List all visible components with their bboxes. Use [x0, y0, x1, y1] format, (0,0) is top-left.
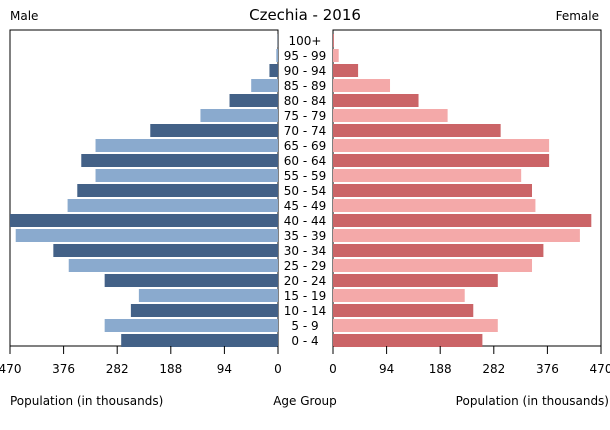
age-group-label: 55 - 59 — [284, 169, 327, 183]
male-label: Male — [10, 9, 38, 23]
male-tick-label: 282 — [106, 362, 129, 376]
male-tick-label: 470 — [0, 362, 21, 376]
female-bar — [333, 139, 549, 152]
female-tick-label: 94 — [379, 362, 394, 376]
male-bar — [269, 64, 278, 77]
male-bar — [96, 169, 278, 182]
chart-title: Czechia - 2016 — [249, 6, 361, 24]
male-bar — [121, 334, 278, 347]
age-group-label: 85 - 89 — [284, 79, 327, 93]
male-bar — [81, 154, 278, 167]
male-bar — [68, 199, 278, 212]
age-group-label: 25 - 29 — [284, 259, 327, 273]
age-group-label: 80 - 84 — [284, 94, 327, 108]
male-bar — [150, 124, 278, 137]
female-label: Female — [556, 9, 599, 23]
age-group-label: 60 - 64 — [284, 154, 327, 168]
male-bar — [105, 274, 278, 287]
female-x-axis-label: Population (in thousands) — [456, 394, 609, 408]
male-axis-ticks: 470 376 282 188 94 0 — [0, 346, 282, 376]
age-group-label: 95 - 99 — [284, 49, 327, 63]
male-tick-label: 0 — [274, 362, 282, 376]
age-group-label: 20 - 24 — [284, 274, 327, 288]
female-bar — [333, 274, 498, 287]
age-group-label: 70 - 74 — [284, 124, 327, 138]
male-x-axis-label: Population (in thousands) — [10, 394, 163, 408]
male-bar — [139, 289, 278, 302]
female-tick-label: 282 — [482, 362, 505, 376]
age-group-label: 0 - 4 — [291, 334, 318, 348]
age-group-label: 10 - 14 — [284, 304, 327, 318]
female-bar — [333, 214, 591, 227]
age-group-label: 5 - 9 — [291, 319, 318, 333]
female-bar — [333, 319, 498, 332]
female-bar — [333, 184, 532, 197]
female-bar — [333, 259, 532, 272]
male-tick-label: 94 — [217, 362, 232, 376]
age-group-label: 50 - 54 — [284, 184, 327, 198]
male-bar — [16, 229, 278, 242]
female-bar — [333, 124, 501, 137]
male-bar — [53, 244, 278, 257]
female-bar — [333, 289, 465, 302]
age-group-label: 40 - 44 — [284, 214, 327, 228]
female-bar — [333, 64, 358, 77]
female-tick-label: 0 — [329, 362, 337, 376]
female-bar — [333, 334, 482, 347]
female-bar — [333, 49, 339, 62]
age-group-label: 15 - 19 — [284, 289, 327, 303]
female-tick-label: 188 — [429, 362, 452, 376]
female-bar — [333, 199, 535, 212]
female-bar — [333, 244, 543, 257]
female-bar — [333, 79, 390, 92]
male-bar — [69, 259, 278, 272]
female-bar — [333, 94, 419, 107]
male-bars — [10, 34, 278, 347]
male-tick-label: 376 — [52, 362, 75, 376]
age-group-label: 90 - 94 — [284, 64, 327, 78]
female-bar — [333, 304, 473, 317]
female-bar — [333, 154, 549, 167]
male-bar — [10, 214, 278, 227]
female-bar — [333, 34, 334, 47]
male-bar — [77, 184, 278, 197]
male-bar — [230, 94, 278, 107]
female-bar — [333, 229, 580, 242]
male-bar — [105, 319, 278, 332]
male-bar — [251, 79, 278, 92]
female-bars — [333, 34, 591, 347]
female-bar — [333, 169, 521, 182]
female-tick-label: 376 — [536, 362, 559, 376]
age-group-label: 100+ — [289, 34, 322, 48]
age-group-label: 35 - 39 — [284, 229, 327, 243]
male-tick-label: 188 — [159, 362, 182, 376]
male-bar — [276, 49, 278, 62]
center-x-axis-label: Age Group — [273, 394, 337, 408]
age-group-label: 30 - 34 — [284, 244, 327, 258]
age-group-label: 75 - 79 — [284, 109, 327, 123]
male-bar — [131, 304, 278, 317]
female-bar — [333, 109, 448, 122]
female-axis-ticks: 0 94 188 282 376 470 — [329, 346, 610, 376]
male-bar — [200, 109, 278, 122]
female-tick-label: 470 — [590, 362, 610, 376]
male-bar — [96, 139, 278, 152]
age-group-label: 45 - 49 — [284, 199, 327, 213]
age-group-label: 65 - 69 — [284, 139, 327, 153]
